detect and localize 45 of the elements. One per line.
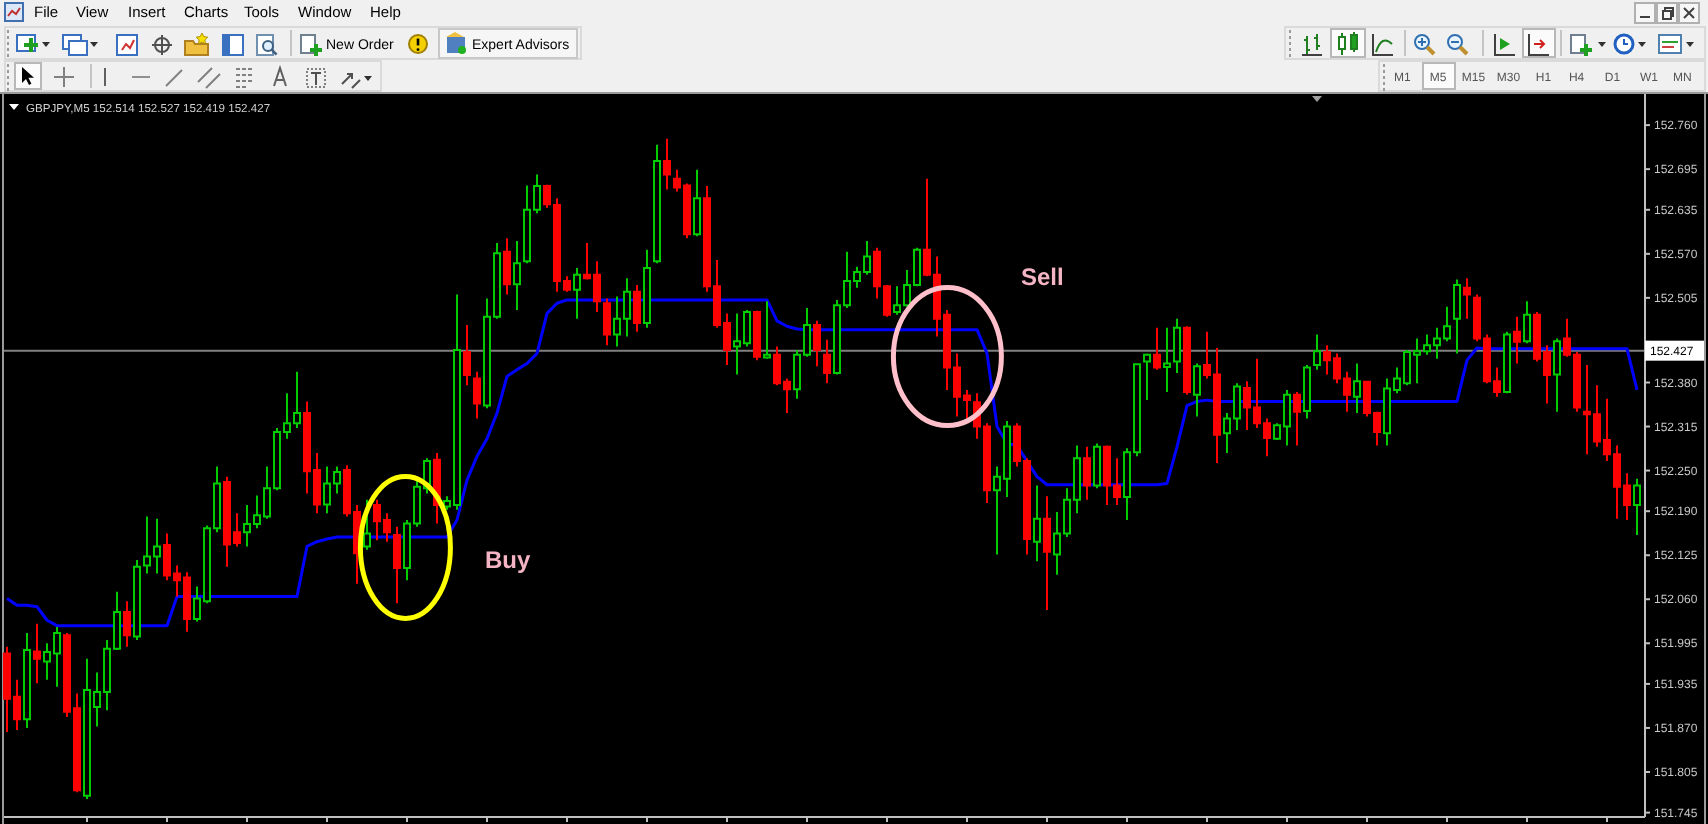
annotation: Sell bbox=[1021, 262, 1064, 291]
candlestick bbox=[393, 525, 401, 605]
candlestick bbox=[133, 558, 141, 641]
candlestick bbox=[1353, 362, 1361, 414]
candlestick bbox=[363, 498, 371, 551]
candlestick bbox=[653, 143, 661, 265]
candlestick bbox=[1523, 300, 1531, 345]
candlestick bbox=[1633, 477, 1641, 536]
candlestick bbox=[1513, 315, 1521, 365]
candlestick bbox=[823, 338, 831, 385]
candlestick bbox=[573, 267, 581, 320]
candlestick bbox=[1183, 325, 1191, 396]
candlestick bbox=[1453, 278, 1461, 355]
candlestick bbox=[503, 237, 511, 296]
candlestick bbox=[603, 297, 611, 347]
candlestick bbox=[1143, 352, 1151, 402]
candlestick bbox=[1093, 442, 1101, 490]
candlestick bbox=[663, 137, 671, 191]
candlestick bbox=[473, 370, 481, 420]
candlestick bbox=[513, 239, 521, 312]
candlestick bbox=[1503, 330, 1511, 395]
candlestick bbox=[1173, 317, 1181, 375]
candlestick bbox=[753, 309, 761, 362]
candlestick bbox=[1553, 337, 1561, 413]
annotation: Buy bbox=[485, 546, 531, 574]
candlestick bbox=[463, 323, 471, 387]
candlestick bbox=[1163, 326, 1171, 393]
candlestick bbox=[1293, 390, 1301, 447]
candlestick bbox=[123, 600, 131, 648]
candlestick bbox=[1033, 484, 1041, 563]
candlestick bbox=[813, 319, 821, 368]
candlestick bbox=[763, 300, 771, 360]
line-series bbox=[5, 298, 1639, 628]
candlestick bbox=[643, 248, 651, 329]
candlestick bbox=[1313, 333, 1321, 371]
candlestick bbox=[1153, 326, 1161, 371]
candlestick bbox=[23, 632, 31, 729]
candlestick bbox=[1083, 445, 1091, 501]
candlestick bbox=[1043, 495, 1051, 612]
candlestick bbox=[1303, 363, 1311, 420]
candlestick bbox=[633, 283, 641, 333]
candlestick bbox=[33, 622, 41, 685]
candlestick bbox=[693, 168, 701, 238]
candlestick bbox=[1463, 277, 1471, 320]
candlestick bbox=[1193, 362, 1201, 418]
